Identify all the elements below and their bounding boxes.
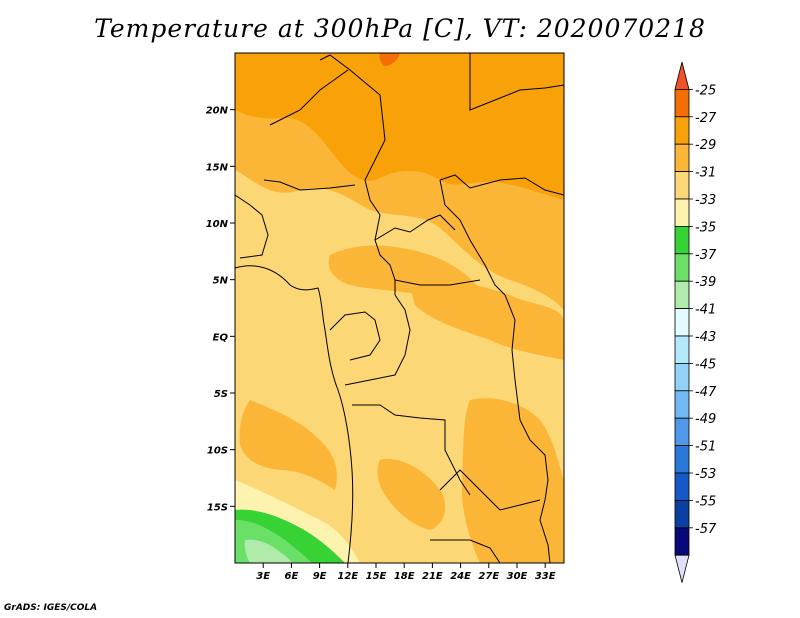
colorbar-swatch [674, 527, 690, 556]
colorbar-label: -41 [695, 303, 716, 318]
colorbar-label: -39 [695, 275, 716, 290]
lat-tick-label: 10N [206, 219, 229, 230]
lon-tick-label: 9E [313, 571, 327, 582]
colorbar-label: -43 [695, 330, 716, 345]
colorbar-label: -47 [695, 385, 717, 400]
colorbar-swatch [674, 335, 690, 364]
colorbar-swatch [674, 198, 690, 227]
colorbar-swatch [674, 499, 690, 529]
colorbar-swatch [674, 89, 690, 118]
colorbar-swatch [674, 143, 690, 172]
lat-tick-label: 5S [214, 389, 228, 400]
colorbar-label: -29 [695, 138, 716, 153]
colorbar-label: -35 [695, 220, 716, 235]
colorbar-label: -31 [695, 166, 716, 181]
longitude-axis: 3E 6E 9E 12E 15E 18E 21E 24E 27E 30E 33E [256, 563, 556, 582]
colorbar-label: -25 [695, 83, 716, 98]
colorbar-label: -53 [695, 467, 716, 482]
shade-band-31-29 [377, 459, 446, 530]
colorbar-label: -49 [695, 412, 716, 427]
lat-tick-label: 10S [207, 446, 228, 457]
colorbar-swatch [674, 445, 690, 474]
colorbar-swatch [674, 362, 690, 392]
colorbar-swatch [674, 225, 690, 255]
lon-tick-label: 27E [478, 571, 499, 582]
colorbar-swatch [674, 171, 690, 200]
lat-tick-label: EQ [213, 332, 229, 343]
lon-tick-label: 15E [366, 571, 387, 582]
colorbar-swatch [674, 116, 690, 145]
footer-credit: GrADS: IGES/COLA [4, 603, 98, 613]
map-title: Temperature at 300hPa [C], VT: 202007021… [94, 14, 706, 43]
colorbar-swatch [674, 280, 690, 310]
colorbar-swatch [674, 472, 690, 501]
lon-tick-label: 18E [394, 571, 415, 582]
colorbar-label: -51 [695, 440, 716, 455]
shade-band-31-29 [408, 278, 564, 360]
country-borders [235, 53, 564, 563]
colorbar-swatch [674, 253, 690, 282]
colorbar-label: -45 [695, 357, 716, 372]
lon-tick-label: 24E [450, 571, 471, 582]
colorbar-bottom-arrow [674, 554, 690, 583]
lon-tick-label: 33E [535, 571, 556, 582]
lon-tick-label: 3E [256, 571, 270, 582]
colorbar-label: -57 [695, 522, 717, 537]
temperature-field [235, 53, 564, 563]
map-frame [234, 52, 565, 564]
shade-band-31-29 [461, 398, 564, 563]
colorbar-swatch [674, 390, 690, 419]
colorbar-label: -33 [695, 193, 716, 208]
lon-tick-label: 30E [507, 571, 528, 582]
colorbar-swatch [674, 417, 690, 447]
colorbar-label: -55 [695, 494, 716, 509]
colorbar-label: -37 [695, 248, 717, 263]
shade-band-29-27 [235, 53, 564, 200]
lat-tick-label: 20N [206, 106, 229, 117]
latitude-axis: 20N 15N 10N 5N EQ 5S 10S 15S [206, 106, 235, 513]
lon-tick-label: 12E [337, 571, 358, 582]
lat-tick-label: 15S [207, 502, 228, 513]
lat-tick-label: 5N [213, 276, 229, 287]
shade-band-31-29 [239, 400, 337, 490]
shade-band-41-39 [244, 539, 292, 563]
lon-tick-label: 6E [285, 571, 299, 582]
lat-tick-label: 15N [206, 162, 229, 173]
colorbar: -25 -27 -29 -31 -33 -35 -37 -39 -41 -43 -45 -47 -49 -… [674, 61, 717, 583]
shade-band-27-25 [379, 53, 400, 66]
colorbar-swatch [674, 308, 690, 337]
colorbar-label: -27 [695, 111, 717, 126]
colorbar-top-arrow [674, 61, 690, 90]
lon-tick-label: 21E [422, 571, 443, 582]
